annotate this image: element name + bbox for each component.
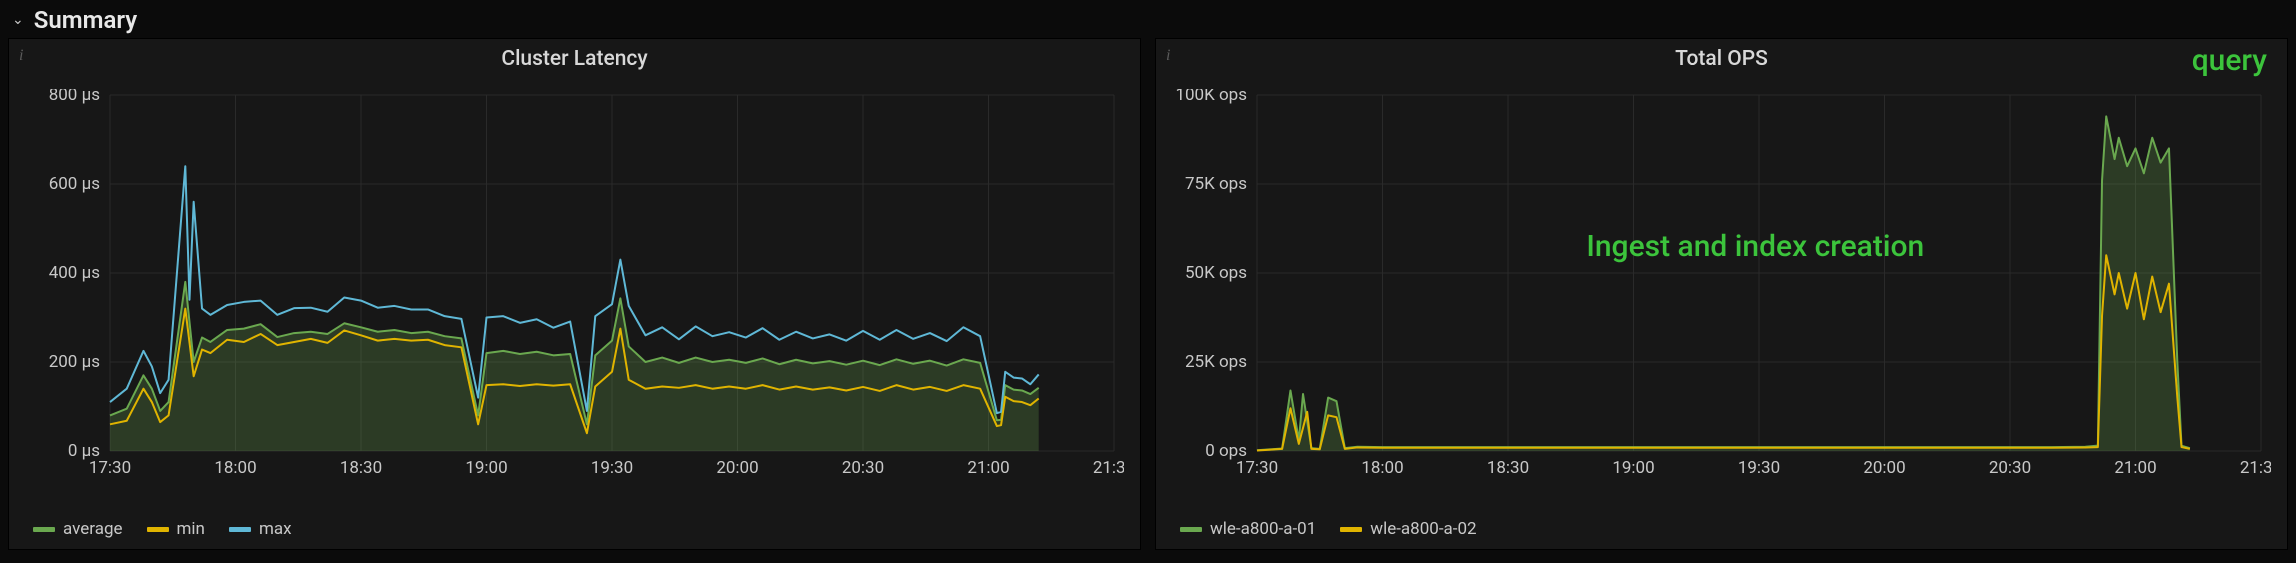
svg-text:18:30: 18:30	[340, 458, 382, 478]
svg-text:21:00: 21:00	[967, 458, 1009, 478]
legend-swatch	[1340, 527, 1362, 532]
svg-text:18:30: 18:30	[1487, 458, 1529, 478]
plot-latency: 0 µs200 µs400 µs600 µs800 µs17:3018:0018…	[25, 89, 1124, 479]
panel-total-ops[interactable]: i Total OPS query 0 ops25K ops50K ops75K…	[1155, 38, 2288, 550]
svg-text:400 µs: 400 µs	[49, 263, 100, 283]
svg-text:19:00: 19:00	[1612, 458, 1654, 478]
svg-text:600 µs: 600 µs	[49, 174, 100, 194]
panels-row: i Cluster Latency 0 µs200 µs400 µs600 µs…	[0, 38, 2296, 550]
chart-svg: 0 µs200 µs400 µs600 µs800 µs17:3018:0018…	[25, 89, 1124, 479]
svg-text:21:00: 21:00	[2114, 458, 2156, 478]
svg-text:75K ops: 75K ops	[1185, 174, 1247, 194]
legend-item-min[interactable]: min	[147, 519, 205, 539]
svg-text:18:00: 18:00	[1361, 458, 1403, 478]
legend-ops: wle-a800-a-01 wle-a800-a-02	[1180, 519, 1477, 539]
svg-text:100K ops: 100K ops	[1175, 89, 1247, 105]
svg-text:19:00: 19:00	[465, 458, 507, 478]
svg-text:20:30: 20:30	[1989, 458, 2031, 478]
svg-text:20:30: 20:30	[842, 458, 884, 478]
svg-text:17:30: 17:30	[1236, 458, 1278, 478]
plot-ops: 0 ops25K ops50K ops75K ops100K ops17:301…	[1172, 89, 2271, 479]
panel-title: Total OPS	[1156, 47, 2287, 71]
legend-item-node1[interactable]: wle-a800-a-01	[1180, 519, 1316, 539]
svg-text:17:30: 17:30	[89, 458, 131, 478]
svg-text:800 µs: 800 µs	[49, 89, 100, 105]
legend-label: max	[259, 519, 292, 539]
legend-label: average	[63, 519, 123, 539]
legend-swatch	[1180, 527, 1202, 532]
legend-item-average[interactable]: average	[33, 519, 123, 539]
legend-swatch	[147, 527, 169, 532]
section-header[interactable]: ⌄ Summary	[0, 0, 2296, 38]
svg-text:21:30: 21:30	[1093, 458, 1124, 478]
legend-item-node2[interactable]: wle-a800-a-02	[1340, 519, 1476, 539]
panel-title: Cluster Latency	[9, 47, 1140, 71]
svg-text:21:30: 21:30	[2240, 458, 2271, 478]
legend-swatch	[229, 527, 251, 532]
svg-text:19:30: 19:30	[1738, 458, 1780, 478]
svg-text:200 µs: 200 µs	[49, 352, 100, 372]
legend-swatch	[33, 527, 55, 532]
legend-label: min	[177, 519, 205, 539]
legend-label: wle-a800-a-02	[1370, 519, 1476, 539]
panel-cluster-latency[interactable]: i Cluster Latency 0 µs200 µs400 µs600 µs…	[8, 38, 1141, 550]
legend-item-max[interactable]: max	[229, 519, 292, 539]
chevron-down-icon: ⌄	[12, 12, 24, 28]
chart-svg: 0 ops25K ops50K ops75K ops100K ops17:301…	[1172, 89, 2271, 479]
svg-text:18:00: 18:00	[214, 458, 256, 478]
svg-text:19:30: 19:30	[591, 458, 633, 478]
svg-text:25K ops: 25K ops	[1185, 352, 1247, 372]
section-title: Summary	[34, 6, 137, 34]
svg-text:20:00: 20:00	[716, 458, 758, 478]
legend-label: wle-a800-a-01	[1210, 519, 1316, 539]
svg-text:20:00: 20:00	[1863, 458, 1905, 478]
legend-latency: average min max	[33, 519, 292, 539]
svg-text:50K ops: 50K ops	[1185, 263, 1247, 283]
